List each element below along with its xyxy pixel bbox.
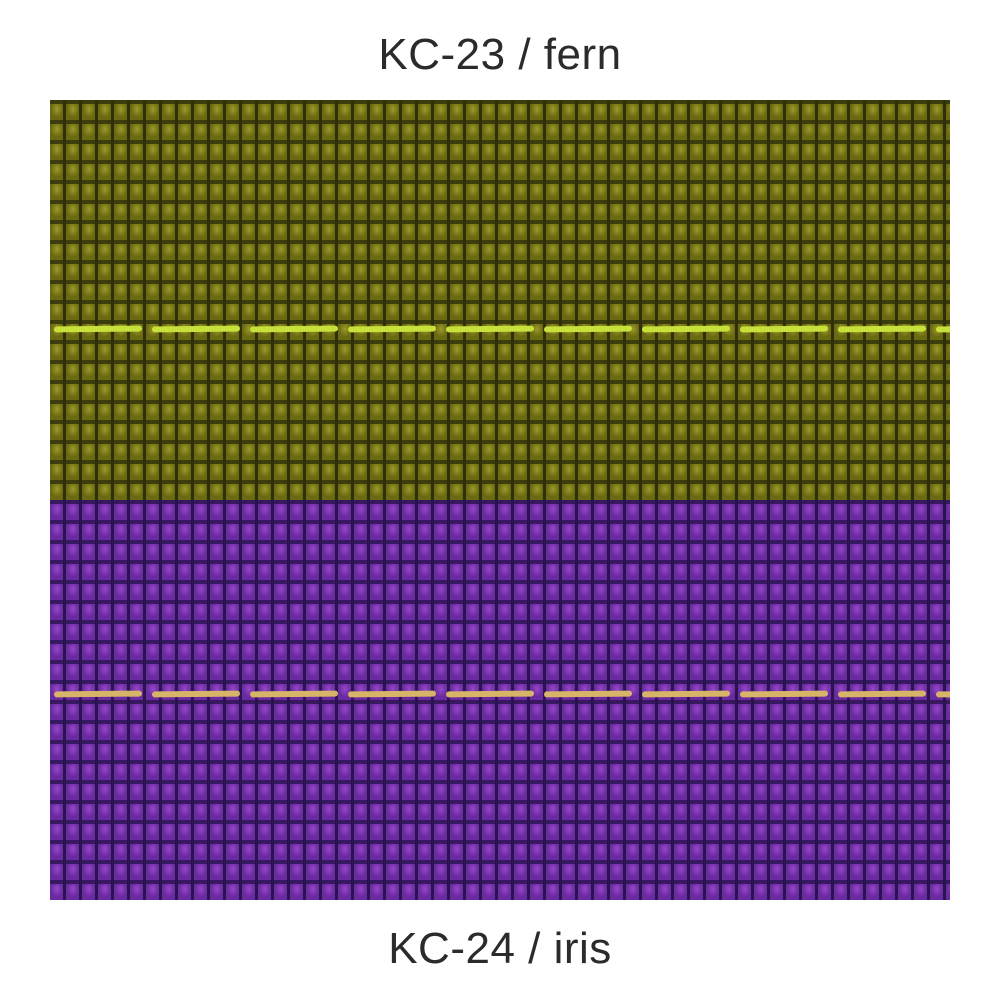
stitch-dash xyxy=(151,325,241,333)
fabric-swatch-fern xyxy=(50,100,950,500)
stitch-dash xyxy=(641,325,731,333)
stitch-dash xyxy=(347,325,437,333)
stitch-dash xyxy=(837,325,927,333)
swatch-label-fern: KC-23 / fern xyxy=(378,30,622,79)
stitch-dash xyxy=(53,690,143,698)
fabric-texture xyxy=(50,100,950,500)
stitch-dash xyxy=(935,690,950,698)
stitch-dash xyxy=(445,690,535,698)
stitch-dash xyxy=(249,325,339,333)
swatch-label-iris: KC-24 / iris xyxy=(388,924,612,973)
stitch-dash xyxy=(641,690,731,698)
stitch-dash xyxy=(739,690,829,698)
fabric-texture xyxy=(50,500,950,900)
stitch-dash xyxy=(543,690,633,698)
stitch-dash xyxy=(935,325,950,333)
stitch-dash xyxy=(543,325,633,333)
fabric-swatch-iris xyxy=(50,500,950,900)
stitch-dash xyxy=(739,325,829,333)
stitch-dash xyxy=(837,690,927,698)
stitch-dash xyxy=(445,325,535,333)
stitch-dash xyxy=(347,690,437,698)
stitch-line xyxy=(50,690,950,698)
stitch-dash xyxy=(151,690,241,698)
stitch-dash xyxy=(249,690,339,698)
stitch-line xyxy=(50,325,950,333)
stitch-dash xyxy=(53,325,143,333)
